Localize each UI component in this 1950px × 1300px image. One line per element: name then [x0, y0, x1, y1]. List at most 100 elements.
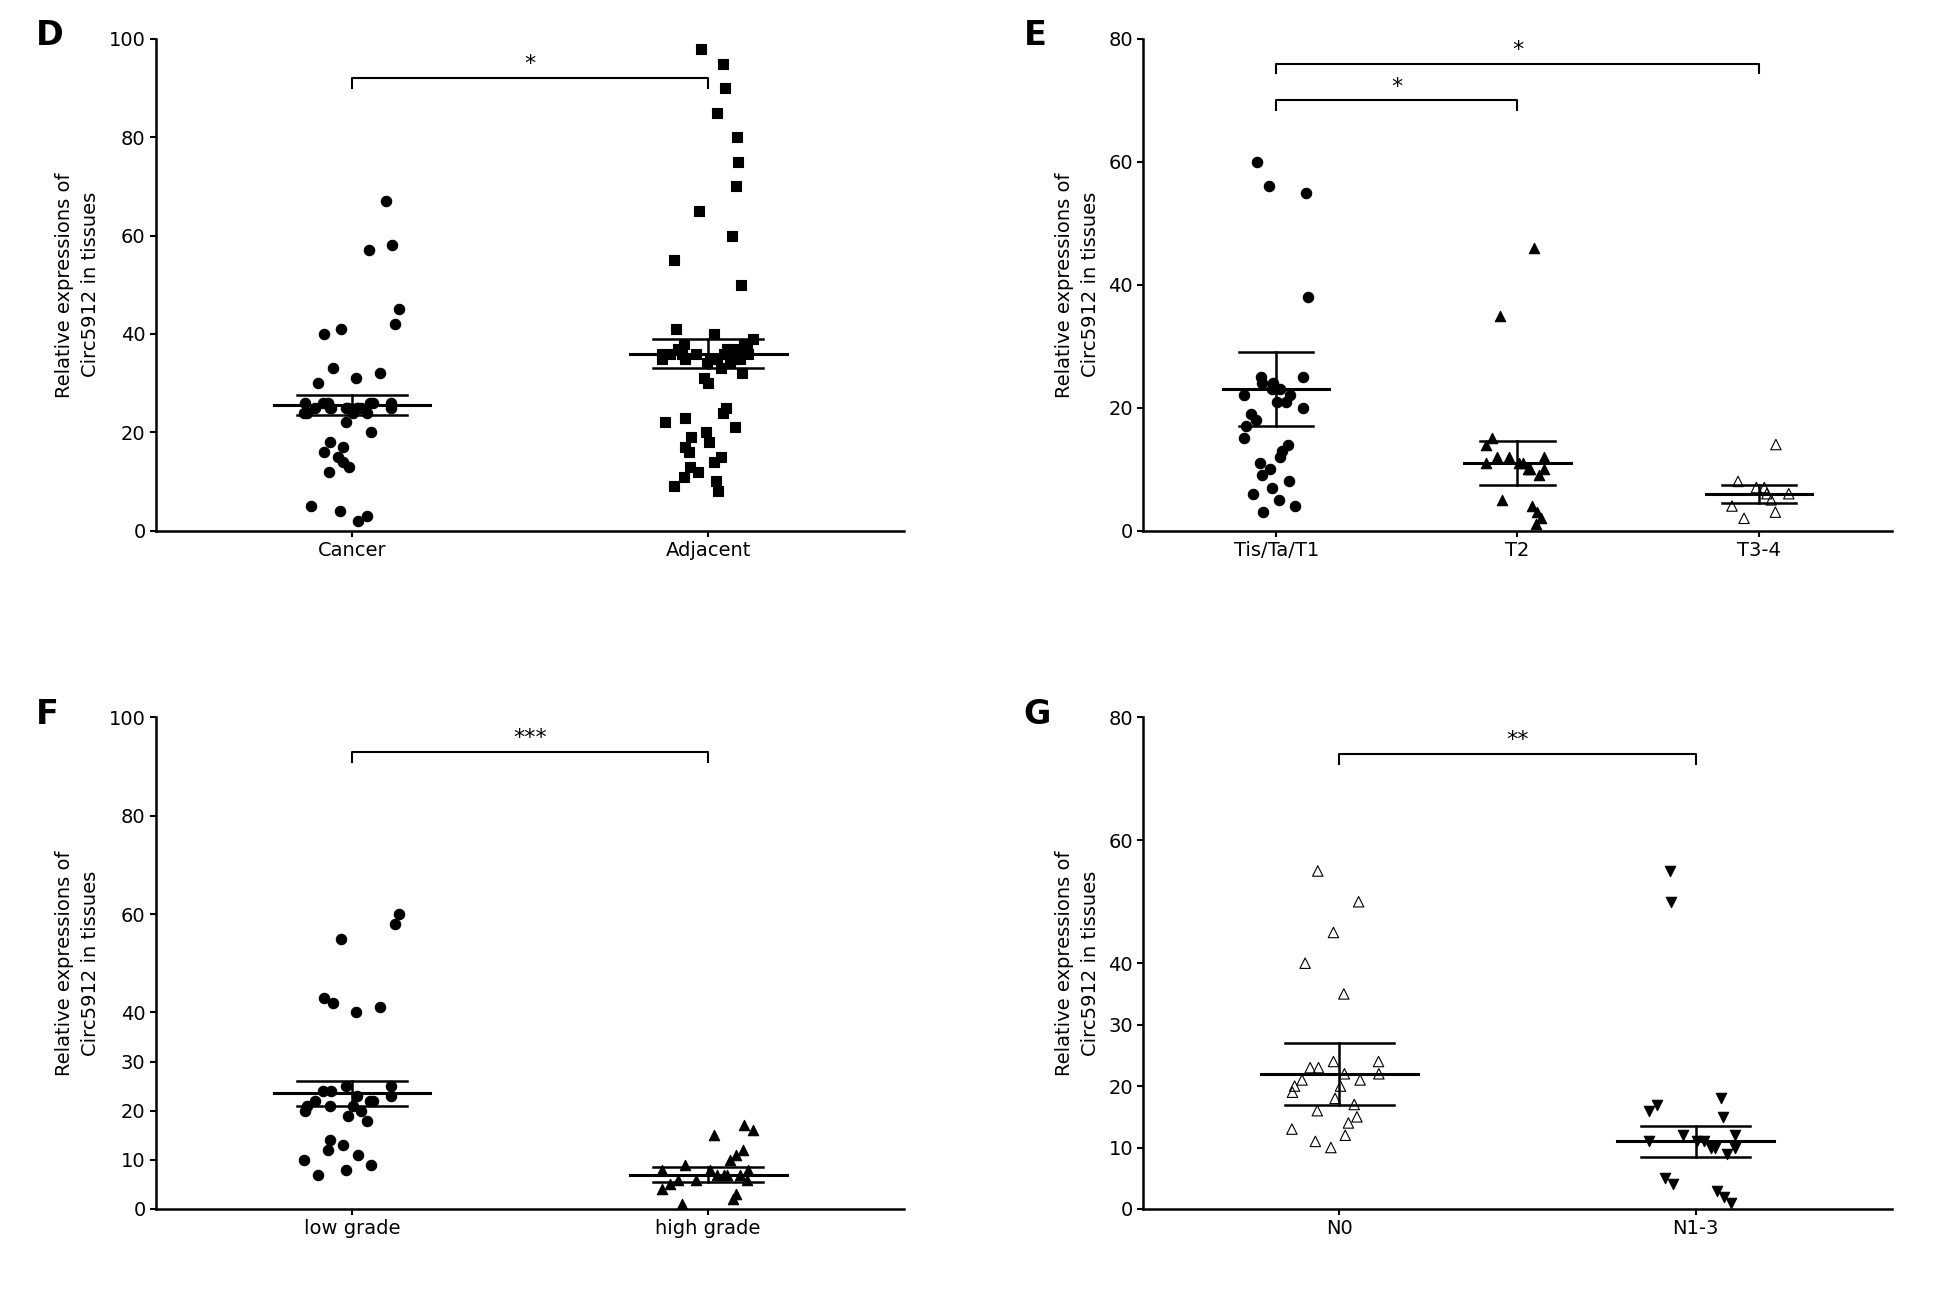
Point	[1256, 378, 1287, 399]
Point	[312, 1140, 343, 1161]
Y-axis label: Relative expressions of
Circ5912 in tissues: Relative expressions of Circ5912 in tiss…	[1055, 172, 1100, 398]
Point	[710, 398, 741, 419]
Point	[1279, 495, 1310, 516]
Point	[1517, 495, 1548, 516]
Point	[351, 402, 382, 422]
Point	[1507, 452, 1539, 473]
Point	[1515, 459, 1546, 480]
Point	[1293, 287, 1324, 308]
Point	[308, 987, 339, 1008]
Point	[308, 442, 339, 463]
Point	[669, 1199, 700, 1219]
Point	[1275, 385, 1306, 406]
Point	[1238, 484, 1269, 504]
Point	[731, 338, 762, 359]
Point	[1342, 1106, 1373, 1127]
Point	[289, 1100, 320, 1121]
Point	[1503, 452, 1535, 473]
Point	[708, 402, 739, 422]
Point	[1720, 1124, 1751, 1145]
Point	[1708, 1187, 1739, 1208]
Point	[1634, 1131, 1665, 1152]
Point	[384, 903, 415, 924]
Point	[1344, 892, 1375, 913]
Point	[1708, 1106, 1739, 1127]
Point	[1704, 1088, 1736, 1109]
Point	[661, 338, 692, 359]
Point	[1486, 490, 1517, 511]
Point	[694, 1160, 725, 1180]
Text: G: G	[1024, 698, 1051, 731]
Point	[655, 1174, 686, 1195]
Point	[1330, 1124, 1361, 1145]
Point	[376, 235, 408, 256]
Point	[714, 354, 745, 374]
Point	[289, 1149, 320, 1170]
Point	[1328, 1063, 1359, 1084]
Point	[292, 402, 324, 422]
Point	[681, 1169, 712, 1190]
Text: F: F	[37, 698, 58, 731]
Point	[302, 1165, 333, 1186]
Point	[1722, 471, 1753, 491]
Point	[1240, 410, 1271, 430]
Point	[332, 398, 363, 419]
Point	[308, 324, 339, 344]
Point	[1271, 391, 1303, 412]
Point	[376, 393, 408, 413]
Point	[718, 338, 749, 359]
Point	[351, 1110, 382, 1131]
Point	[667, 1193, 698, 1214]
Point	[1303, 861, 1334, 881]
Point	[725, 274, 757, 295]
Point	[326, 318, 357, 339]
Point	[345, 398, 376, 419]
Point	[306, 1080, 337, 1101]
Point	[694, 432, 725, 452]
Point	[669, 467, 700, 488]
Point	[1521, 502, 1552, 523]
Point	[722, 127, 753, 148]
Point	[727, 333, 759, 354]
Point	[330, 398, 361, 419]
Point	[353, 240, 384, 261]
Point	[1470, 452, 1502, 473]
Point	[682, 200, 714, 221]
Point	[314, 1096, 345, 1117]
Point	[314, 1130, 345, 1150]
Point	[718, 1188, 749, 1209]
Point	[1246, 367, 1277, 387]
Point	[326, 928, 357, 949]
Point	[1320, 1088, 1351, 1109]
Point	[645, 348, 677, 369]
Point	[330, 1160, 361, 1180]
Point	[1363, 1063, 1394, 1084]
Point	[669, 437, 700, 458]
Point	[1513, 459, 1544, 480]
Point	[1303, 1100, 1334, 1121]
Point	[702, 103, 733, 124]
Text: *: *	[1390, 77, 1402, 96]
Point	[714, 1149, 745, 1170]
Point	[380, 914, 411, 935]
Point	[357, 393, 388, 413]
Text: **: **	[1505, 731, 1529, 750]
Point	[1344, 1070, 1375, 1091]
Point	[1289, 953, 1320, 974]
Point	[1287, 398, 1318, 419]
Point	[708, 1165, 739, 1186]
Point	[723, 348, 755, 369]
Point	[318, 992, 349, 1013]
Point	[380, 313, 411, 334]
Point	[341, 1144, 372, 1165]
Point	[1529, 459, 1560, 480]
Point	[1470, 434, 1502, 455]
Point	[645, 1160, 677, 1180]
Point	[1658, 1174, 1689, 1195]
Point	[659, 476, 690, 497]
Point	[341, 1086, 372, 1106]
Point	[330, 1075, 361, 1096]
Point	[384, 299, 415, 320]
Point	[289, 393, 320, 413]
Point	[1338, 1095, 1369, 1115]
